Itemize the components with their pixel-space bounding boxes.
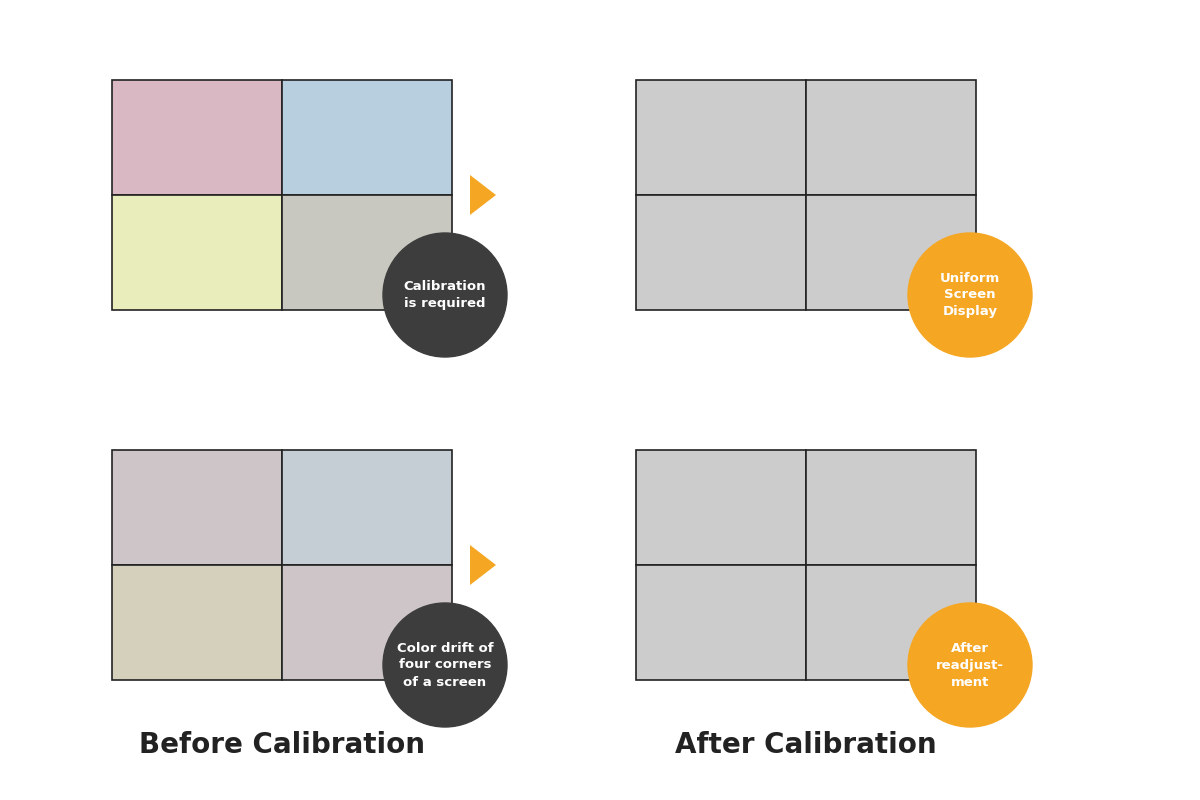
Text: Before Calibration: Before Calibration bbox=[139, 731, 425, 759]
Text: Color drift of
four corners
of a screen: Color drift of four corners of a screen bbox=[397, 642, 493, 689]
Polygon shape bbox=[470, 545, 496, 585]
Bar bbox=[636, 80, 806, 195]
Bar bbox=[806, 80, 976, 195]
Bar bbox=[636, 195, 806, 310]
Bar bbox=[112, 80, 282, 195]
Text: After Calibration: After Calibration bbox=[676, 731, 937, 759]
Bar bbox=[636, 565, 806, 680]
Circle shape bbox=[383, 603, 508, 727]
Text: After
readjust-
ment: After readjust- ment bbox=[936, 642, 1004, 689]
Text: Calibration
is required: Calibration is required bbox=[403, 280, 486, 310]
Bar bbox=[806, 195, 976, 310]
Bar bbox=[282, 565, 452, 680]
Text: Uniform
Screen
Display: Uniform Screen Display bbox=[940, 271, 1000, 318]
Circle shape bbox=[908, 233, 1032, 357]
Bar bbox=[806, 450, 976, 565]
Bar bbox=[112, 450, 282, 565]
Polygon shape bbox=[470, 175, 496, 215]
Bar bbox=[806, 565, 976, 680]
Bar bbox=[282, 195, 452, 310]
Circle shape bbox=[383, 233, 508, 357]
Bar bbox=[112, 195, 282, 310]
Bar bbox=[282, 450, 452, 565]
Bar bbox=[112, 565, 282, 680]
Bar bbox=[282, 80, 452, 195]
Circle shape bbox=[908, 603, 1032, 727]
Bar bbox=[636, 450, 806, 565]
